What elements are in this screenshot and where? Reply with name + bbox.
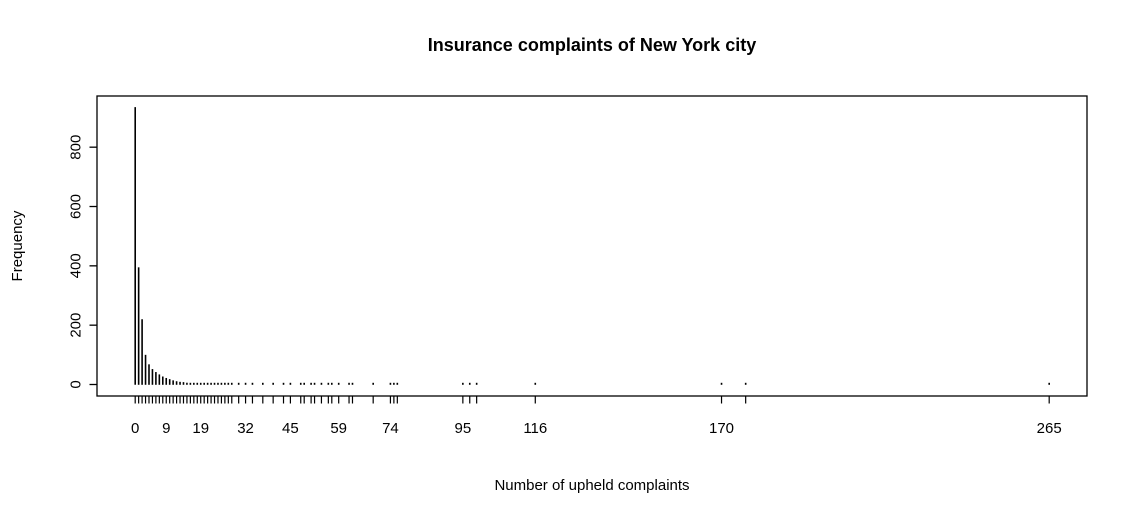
- y-tick-label: 800: [68, 135, 85, 160]
- y-tick-label: 0: [68, 380, 85, 388]
- chart-title: Insurance complaints of New York city: [428, 35, 756, 55]
- y-tick-label: 200: [68, 313, 85, 338]
- x-axis-title: Number of upheld complaints: [494, 477, 689, 494]
- x-tick-label: 0: [131, 420, 139, 437]
- x-tick-label: 59: [330, 420, 347, 437]
- frequency-spikes: [134, 107, 1050, 385]
- y-tick-label: 600: [68, 194, 85, 219]
- x-tick-label: 265: [1037, 420, 1062, 437]
- x-tick-label: 32: [237, 420, 254, 437]
- x-tick-label: 74: [382, 420, 399, 437]
- x-tick-label: 19: [192, 420, 209, 437]
- x-tick-label: 170: [709, 420, 734, 437]
- x-tick-label: 116: [523, 420, 547, 437]
- x-tick-label: 9: [162, 420, 170, 437]
- y-axis-title: Frequency: [9, 210, 26, 281]
- x-axis-rug: 0 9 19 32 45 59 74 95 116 170 265: [131, 396, 1062, 437]
- x-tick-label: 95: [455, 420, 472, 437]
- y-tick-label: 400: [68, 253, 85, 278]
- plot-border-box: [96, 95, 1088, 397]
- x-tick-label: 45: [282, 420, 299, 437]
- y-axis: 0 200 400 600 800: [68, 135, 97, 389]
